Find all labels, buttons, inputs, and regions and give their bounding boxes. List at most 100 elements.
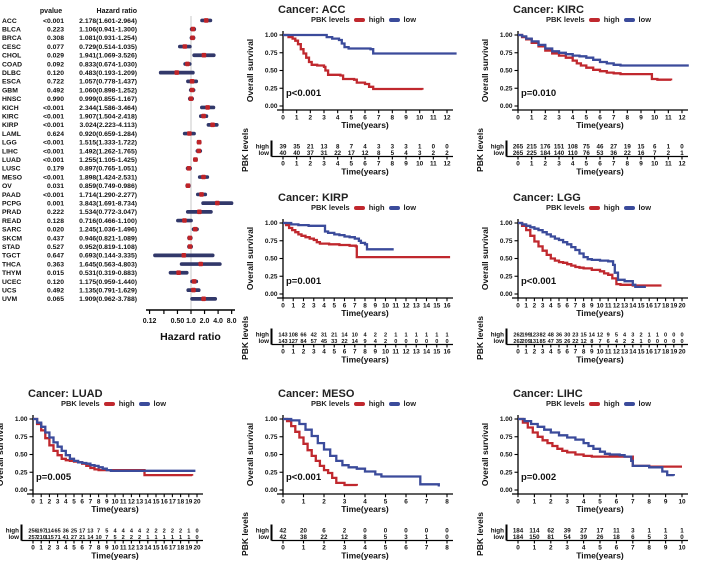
x-tick-label: 11 [665,115,672,122]
risk-x-tick-label: 15 [433,349,441,356]
legend-high-swatch [588,205,600,210]
legend-label: PBK levels [60,399,100,408]
risk-x-tick-label: 4 [64,545,68,552]
x-axis-label: Time(years) [576,308,624,318]
y-tick-label: 0.50 [500,256,513,263]
legend-high-label: high [603,15,620,24]
risk-row-label-high: high [256,332,269,339]
forest-row-name: STAD [2,244,20,251]
risk-x-tick-label: 6 [565,349,569,356]
risk-count: 0 [384,528,388,535]
risk-count: 1 [648,333,651,339]
forest-row-pvalue: 0.492 [47,87,64,94]
risk-table-axis-label: PBK levels [475,316,485,360]
x-tick-label: 5 [585,115,589,122]
risk-count: 0 [445,339,448,345]
forest-row-pvalue: <0.001 [43,114,64,121]
risk-count: 3 [631,333,634,339]
x-tick-label: 5 [332,303,336,310]
legend-low-swatch [623,401,635,406]
risk-x-tick-label: 6 [343,349,347,356]
risk-count: 2 [631,339,634,345]
hr-point [215,200,220,206]
legend-low-label: low [403,15,417,24]
x-tick-label: 8 [445,499,449,506]
x-tick-label: 1 [524,303,528,310]
risk-x-tick-label: 2 [322,545,326,552]
risk-x-tick-label: 8 [391,161,395,168]
survival-curve-low [33,417,196,472]
risk-count: 110 [568,150,579,157]
hr-point [192,226,198,232]
hr-point [187,235,193,241]
risk-count: 1 [415,333,418,339]
hr-point [185,61,190,67]
x-tick-label: 11 [430,115,437,122]
x-tick-label: 0 [281,499,285,506]
hr-point [205,105,210,110]
risk-row-label-high: high [256,528,269,535]
risk-count: 114 [529,528,540,535]
y-tick-label: 0.00 [265,487,278,494]
risk-count: 3 [391,144,395,151]
risk-count: 16 [638,150,645,157]
risk-count: 143 [278,333,287,339]
risk-x-tick-label: 7 [89,545,93,552]
risk-x-tick-label: 8 [582,349,586,356]
forest-row-hr-text: 2.344(1.586-3.464) [79,105,137,112]
x-tick-label: 0 [516,303,520,310]
risk-count: 0 [680,144,684,151]
forest-row-name: THCA [2,261,21,268]
risk-count: 0 [432,144,436,151]
legend-low-swatch [623,17,635,22]
forest-row-hr-text: 0.859(0.749-0.986) [79,183,137,190]
x-tick-label: 6 [598,115,602,122]
risk-count: 114 [45,529,55,535]
risk-x-tick-label: 5 [384,545,388,552]
risk-x-tick-label: 2 [309,161,313,168]
risk-x-tick-label: 11 [120,545,127,552]
forest-row-pvalue: <0.001 [43,105,64,112]
hr-point [201,113,206,119]
x-tick-label: 6 [363,115,367,122]
x-tick-label: 10 [596,303,604,310]
forest-row-hr-text: 0.531(0.319-0.883) [79,270,137,277]
risk-count: 1 [187,535,190,541]
km-panel-lgg: Cancer: LGG PBK levels high low p<0.001 … [475,188,708,376]
hr-point [196,148,202,154]
risk-count: 3 [404,144,408,151]
risk-x-tick-label: 11 [430,161,437,168]
risk-x-tick-label: 16 [646,349,654,356]
risk-count: 0 [672,333,675,339]
forest-row-hr-text: 1.106(0.941-1.300) [79,27,137,34]
x-tick-label: 10 [678,499,686,506]
x-tick-label: 2 [544,115,548,122]
risk-count: 2 [343,528,347,535]
risk-x-tick-label: 20 [193,545,201,552]
x-tick-label: 9 [664,499,668,506]
x-tick-label: 7 [631,499,635,506]
risk-count: 47 [548,339,554,345]
legend-low-label: low [153,399,167,408]
forest-plot-chart: pvalue Hazard ratio ACC <0.001 2.178(1.601-2… [2,8,237,343]
risk-count: 21 [307,144,314,151]
risk-count: 15 [580,333,586,339]
km-legend: PBK levels high low [489,203,708,212]
risk-count: 21 [331,333,337,339]
risk-x-tick-label: 2 [48,545,52,552]
risk-count: 0 [445,534,449,541]
risk-x-tick-label: 0 [281,349,285,356]
forest-row-pvalue: 0.077 [47,44,64,51]
forest-row-pvalue: 0.092 [47,61,64,68]
x-tick-label: 9 [590,303,594,310]
risk-count: 184 [513,528,524,535]
risk-count: 199 [522,333,531,339]
risk-count: 42 [280,528,287,535]
risk-x-tick-label: 6 [363,161,367,168]
forest-row-pvalue: 0.647 [47,253,64,260]
x-tick-label: 8 [582,303,586,310]
risk-x-tick-label: 9 [590,349,594,356]
risk-count: 6 [322,528,326,535]
risk-count: 9 [607,333,610,339]
